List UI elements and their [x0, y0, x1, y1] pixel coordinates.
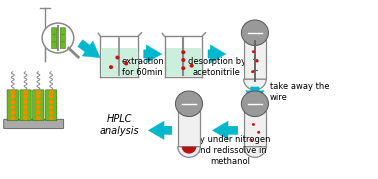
Wedge shape — [182, 147, 196, 154]
FancyBboxPatch shape — [4, 119, 64, 129]
Text: desorption by
acetonitrile: desorption by acetonitrile — [188, 57, 246, 77]
Circle shape — [23, 100, 28, 104]
Circle shape — [49, 116, 54, 120]
Wedge shape — [178, 147, 200, 157]
FancyBboxPatch shape — [178, 111, 200, 147]
Circle shape — [181, 50, 186, 54]
Circle shape — [181, 58, 186, 62]
Circle shape — [257, 131, 260, 134]
Circle shape — [49, 100, 54, 104]
Circle shape — [252, 50, 255, 53]
Circle shape — [49, 90, 54, 95]
Circle shape — [23, 110, 28, 115]
FancyBboxPatch shape — [60, 28, 65, 34]
Polygon shape — [102, 49, 137, 76]
FancyBboxPatch shape — [7, 90, 19, 121]
Text: HPLC
analysis: HPLC analysis — [99, 114, 139, 136]
Circle shape — [10, 105, 15, 110]
Circle shape — [10, 94, 15, 99]
Circle shape — [42, 23, 74, 53]
Circle shape — [36, 94, 41, 99]
FancyBboxPatch shape — [20, 90, 31, 121]
Text: dry under nitrogen
and redissolve in
methanol: dry under nitrogen and redissolve in met… — [191, 135, 270, 166]
Circle shape — [181, 66, 186, 70]
Circle shape — [49, 110, 54, 115]
Circle shape — [124, 62, 128, 66]
FancyBboxPatch shape — [243, 40, 266, 79]
FancyBboxPatch shape — [51, 28, 57, 34]
Circle shape — [256, 60, 259, 62]
Circle shape — [10, 90, 15, 95]
Polygon shape — [166, 49, 201, 76]
Circle shape — [49, 94, 54, 99]
Circle shape — [36, 110, 41, 115]
Wedge shape — [243, 147, 266, 157]
FancyBboxPatch shape — [45, 90, 57, 121]
Circle shape — [175, 91, 203, 117]
FancyBboxPatch shape — [60, 42, 65, 49]
FancyBboxPatch shape — [243, 111, 266, 147]
Circle shape — [23, 90, 28, 95]
Circle shape — [115, 55, 119, 59]
Circle shape — [241, 20, 268, 45]
Circle shape — [23, 116, 28, 120]
Circle shape — [251, 70, 254, 73]
Circle shape — [36, 105, 41, 110]
Circle shape — [109, 65, 113, 69]
FancyBboxPatch shape — [51, 42, 57, 49]
Circle shape — [23, 105, 28, 110]
FancyBboxPatch shape — [51, 35, 57, 42]
Circle shape — [36, 116, 41, 120]
FancyBboxPatch shape — [60, 35, 65, 42]
Circle shape — [10, 100, 15, 104]
FancyBboxPatch shape — [33, 90, 44, 121]
Circle shape — [49, 105, 54, 110]
Wedge shape — [243, 79, 266, 90]
Circle shape — [252, 123, 255, 126]
Circle shape — [10, 116, 15, 120]
Circle shape — [10, 110, 15, 115]
Circle shape — [249, 139, 253, 142]
Circle shape — [36, 90, 41, 95]
Circle shape — [36, 100, 41, 104]
Circle shape — [241, 91, 268, 117]
Circle shape — [189, 64, 194, 68]
Text: take away the
wire: take away the wire — [270, 82, 330, 102]
Circle shape — [23, 94, 28, 99]
Text: extraction
for 60min: extraction for 60min — [121, 57, 164, 77]
